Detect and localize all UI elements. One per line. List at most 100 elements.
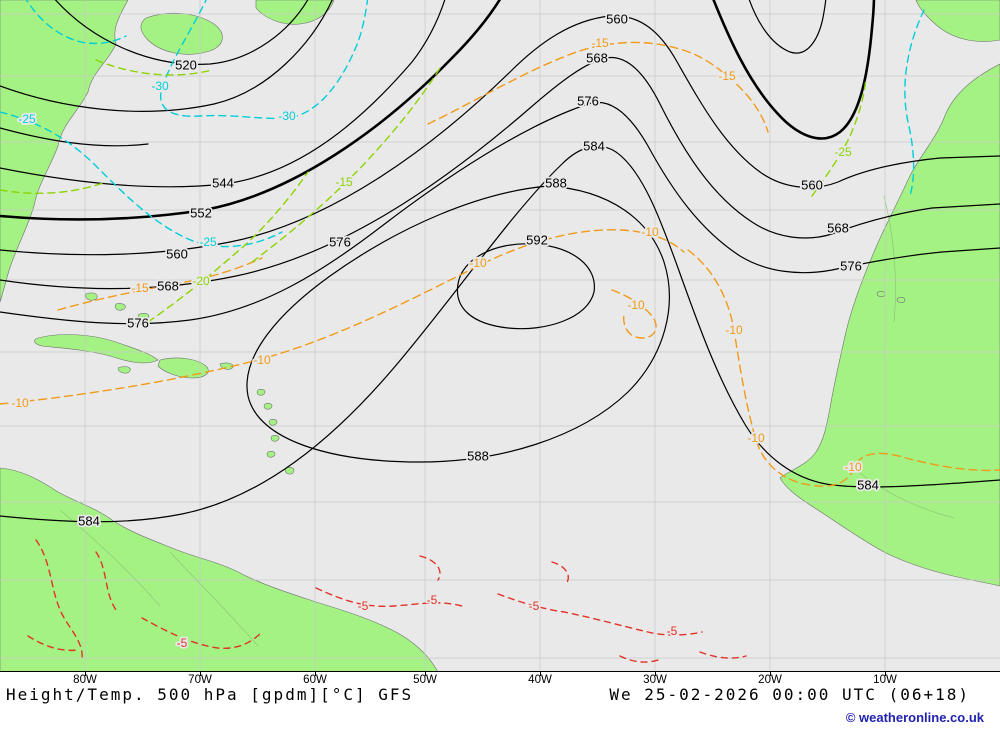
contour-label: -25	[834, 145, 852, 159]
lon-label: 20W	[758, 674, 782, 686]
height-unlabeled-2	[0, 127, 149, 147]
height-544	[0, 0, 446, 188]
lon-label: 30W	[643, 674, 667, 686]
contour-label: 568	[157, 278, 179, 293]
height-568	[0, 56, 1000, 290]
temp-cyan-right	[904, 9, 925, 197]
temp-minus15-top	[427, 41, 769, 133]
country-border	[59, 509, 161, 607]
lon-tick	[885, 672, 886, 676]
lon-label: 80W	[73, 674, 97, 686]
land-canary-islands	[876, 291, 906, 303]
lon-tick	[540, 672, 541, 676]
height-552-bold-right	[712, 0, 876, 140]
contour-label: 560	[166, 246, 188, 261]
land-nova-scotia	[140, 12, 223, 55]
temp-minus5-red-8	[699, 651, 747, 659]
contour-label: -10	[627, 298, 645, 312]
temp-minus30-cyan	[160, 0, 369, 120]
contour-label: 576	[577, 93, 599, 108]
contour-label: -5	[177, 636, 188, 650]
country-border	[169, 551, 259, 647]
contour-label: -10	[11, 396, 29, 410]
footer: 80W 70W 60W 50W 40W 30W 20W 10W Height/Temp. 50…	[0, 672, 1000, 733]
lon-label: 50W	[413, 674, 437, 686]
contour-label: -30	[278, 109, 296, 123]
contour-label: -10	[747, 431, 765, 445]
copyright-watermark: © weatheronline.co.uk	[845, 710, 984, 725]
temp-minus5-red-9	[619, 655, 659, 663]
map-title: Height/Temp. 500 hPa [gpdm][°C] GFS	[6, 685, 414, 704]
temp-minus5-red-1	[35, 539, 83, 661]
height-unlabeled-1	[0, 0, 333, 112]
land-jamaica	[117, 366, 131, 374]
contour-label: -15	[131, 281, 149, 295]
lon-label: 60W	[303, 674, 327, 686]
lon-tick	[200, 672, 201, 676]
lon-label: 70W	[188, 674, 212, 686]
height-592	[456, 243, 595, 330]
land-cuba	[34, 334, 159, 364]
temp-minus20-green	[147, 171, 309, 323]
caption-row: Height/Temp. 500 hPa [gpdm][°C] GFS We 2…	[0, 685, 1000, 707]
height-552-bold	[0, 0, 502, 221]
height-544-right	[748, 0, 827, 54]
land-iberia	[915, 0, 1000, 42]
temp-minus15-green	[251, 67, 441, 263]
temp-minus10-hook	[611, 289, 657, 339]
lon-label: 10W	[873, 674, 897, 686]
land-newfoundland	[255, 0, 335, 25]
land-bahamas	[85, 292, 150, 320]
contour-label: 584	[583, 138, 605, 153]
land-hispaniola	[157, 357, 209, 379]
contour-label: -10	[844, 460, 862, 474]
contour-label: -5	[427, 593, 438, 607]
contour-label: 588	[467, 448, 489, 463]
contour-label: -20	[192, 274, 210, 288]
temp-minus5-red-4	[315, 587, 463, 608]
contour-label: 576	[840, 258, 862, 273]
contour-label: -10	[253, 353, 271, 367]
height-584	[0, 145, 1000, 523]
temp-minus10-right	[687, 249, 1000, 487]
lon-tick	[315, 672, 316, 676]
temp-minus5-red-3	[141, 617, 263, 649]
contour-label: 560	[606, 11, 628, 26]
contour-label: 544	[212, 175, 234, 190]
temp-minus15-left	[57, 257, 263, 311]
lon-tick	[770, 672, 771, 676]
temp-green-topleft-1	[95, 59, 213, 76]
contour-label: 576	[127, 315, 149, 330]
land-lesser-antilles	[256, 389, 295, 475]
land-south-america	[0, 467, 439, 672]
contour-label: -5	[358, 599, 369, 613]
temp-minus5-red-10	[27, 635, 79, 652]
contour-label: 520	[175, 57, 197, 72]
country-border	[855, 469, 955, 519]
temp-minus5-red-7	[551, 561, 570, 585]
temp-minus25-cyan	[0, 111, 283, 248]
contour-label: 568	[586, 50, 608, 65]
contour-label: -5	[529, 599, 540, 613]
temp-green-topleft-2	[0, 181, 107, 194]
height-576	[0, 101, 1000, 325]
temp-minus10-main	[0, 229, 685, 405]
contour-label: 552	[190, 205, 212, 220]
lon-tick	[85, 672, 86, 676]
contour-label: -10	[469, 256, 487, 270]
map-datetime: We 25-02-2026 00:00 UTC (06+18)	[609, 685, 970, 704]
temp-minus5-red-5	[497, 593, 703, 636]
contour-label: 568	[827, 220, 849, 235]
lon-tick	[425, 672, 426, 676]
contour-label: -10	[725, 323, 743, 337]
contour-label: 584	[78, 513, 100, 528]
contour-label: -15	[718, 69, 736, 83]
lon-label: 40W	[528, 674, 552, 686]
land-north-america	[0, 0, 129, 303]
height-588	[246, 185, 670, 463]
contour-label: -15	[335, 175, 353, 189]
contour-label: 560	[801, 177, 823, 192]
contour-label: -25	[18, 112, 36, 126]
